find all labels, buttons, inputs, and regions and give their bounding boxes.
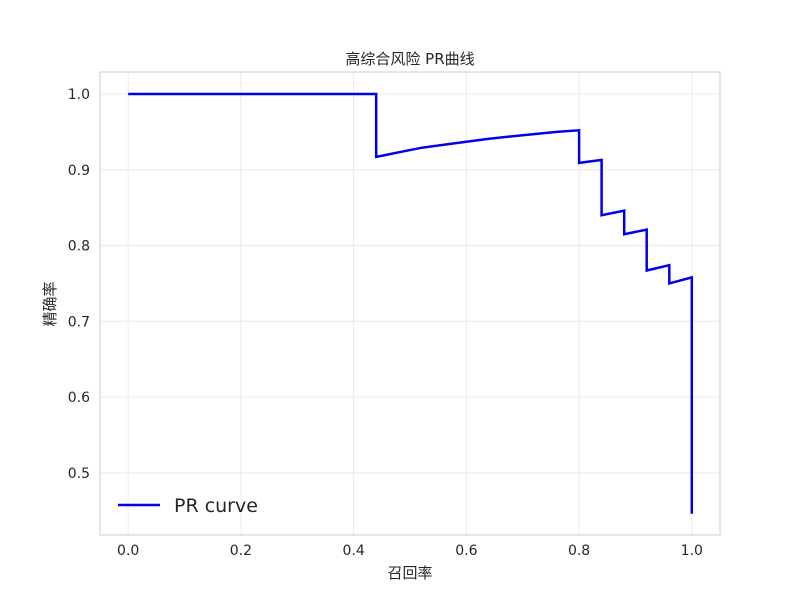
y-tick-label: 1.0 — [68, 87, 90, 103]
y-tick-label: 0.7 — [68, 314, 90, 330]
y-axis-label: 精确率 — [41, 281, 59, 326]
x-axis-label: 召回率 — [387, 564, 432, 582]
legend-label-pr-curve: PR curve — [174, 495, 258, 517]
y-tick-label: 0.8 — [68, 239, 90, 255]
grid — [100, 72, 720, 535]
chart-title: 高综合风险 PR曲线 — [345, 50, 474, 68]
pr-curve-line — [128, 92, 694, 514]
x-tick-label: 0.4 — [343, 543, 365, 559]
y-tick-label: 0.9 — [68, 163, 90, 179]
x-tick-label: 0.8 — [568, 543, 590, 559]
x-tick-label: 1.0 — [681, 543, 703, 559]
legend: PR curve — [118, 495, 258, 517]
series-layer — [128, 92, 694, 514]
x-tick-label: 0.6 — [455, 543, 477, 559]
x-tick-label: 0.2 — [230, 543, 252, 559]
x-tick-label: 0.0 — [117, 543, 139, 559]
y-tick-label: 0.6 — [68, 390, 90, 406]
tick-labels: 0.0 0.2 0.4 0.6 0.8 1.0 0.5 0.6 0.7 0.8 0.9 1.0 — [68, 87, 703, 559]
y-tick-label: 0.5 — [68, 466, 90, 482]
plot-frame — [99, 71, 721, 536]
